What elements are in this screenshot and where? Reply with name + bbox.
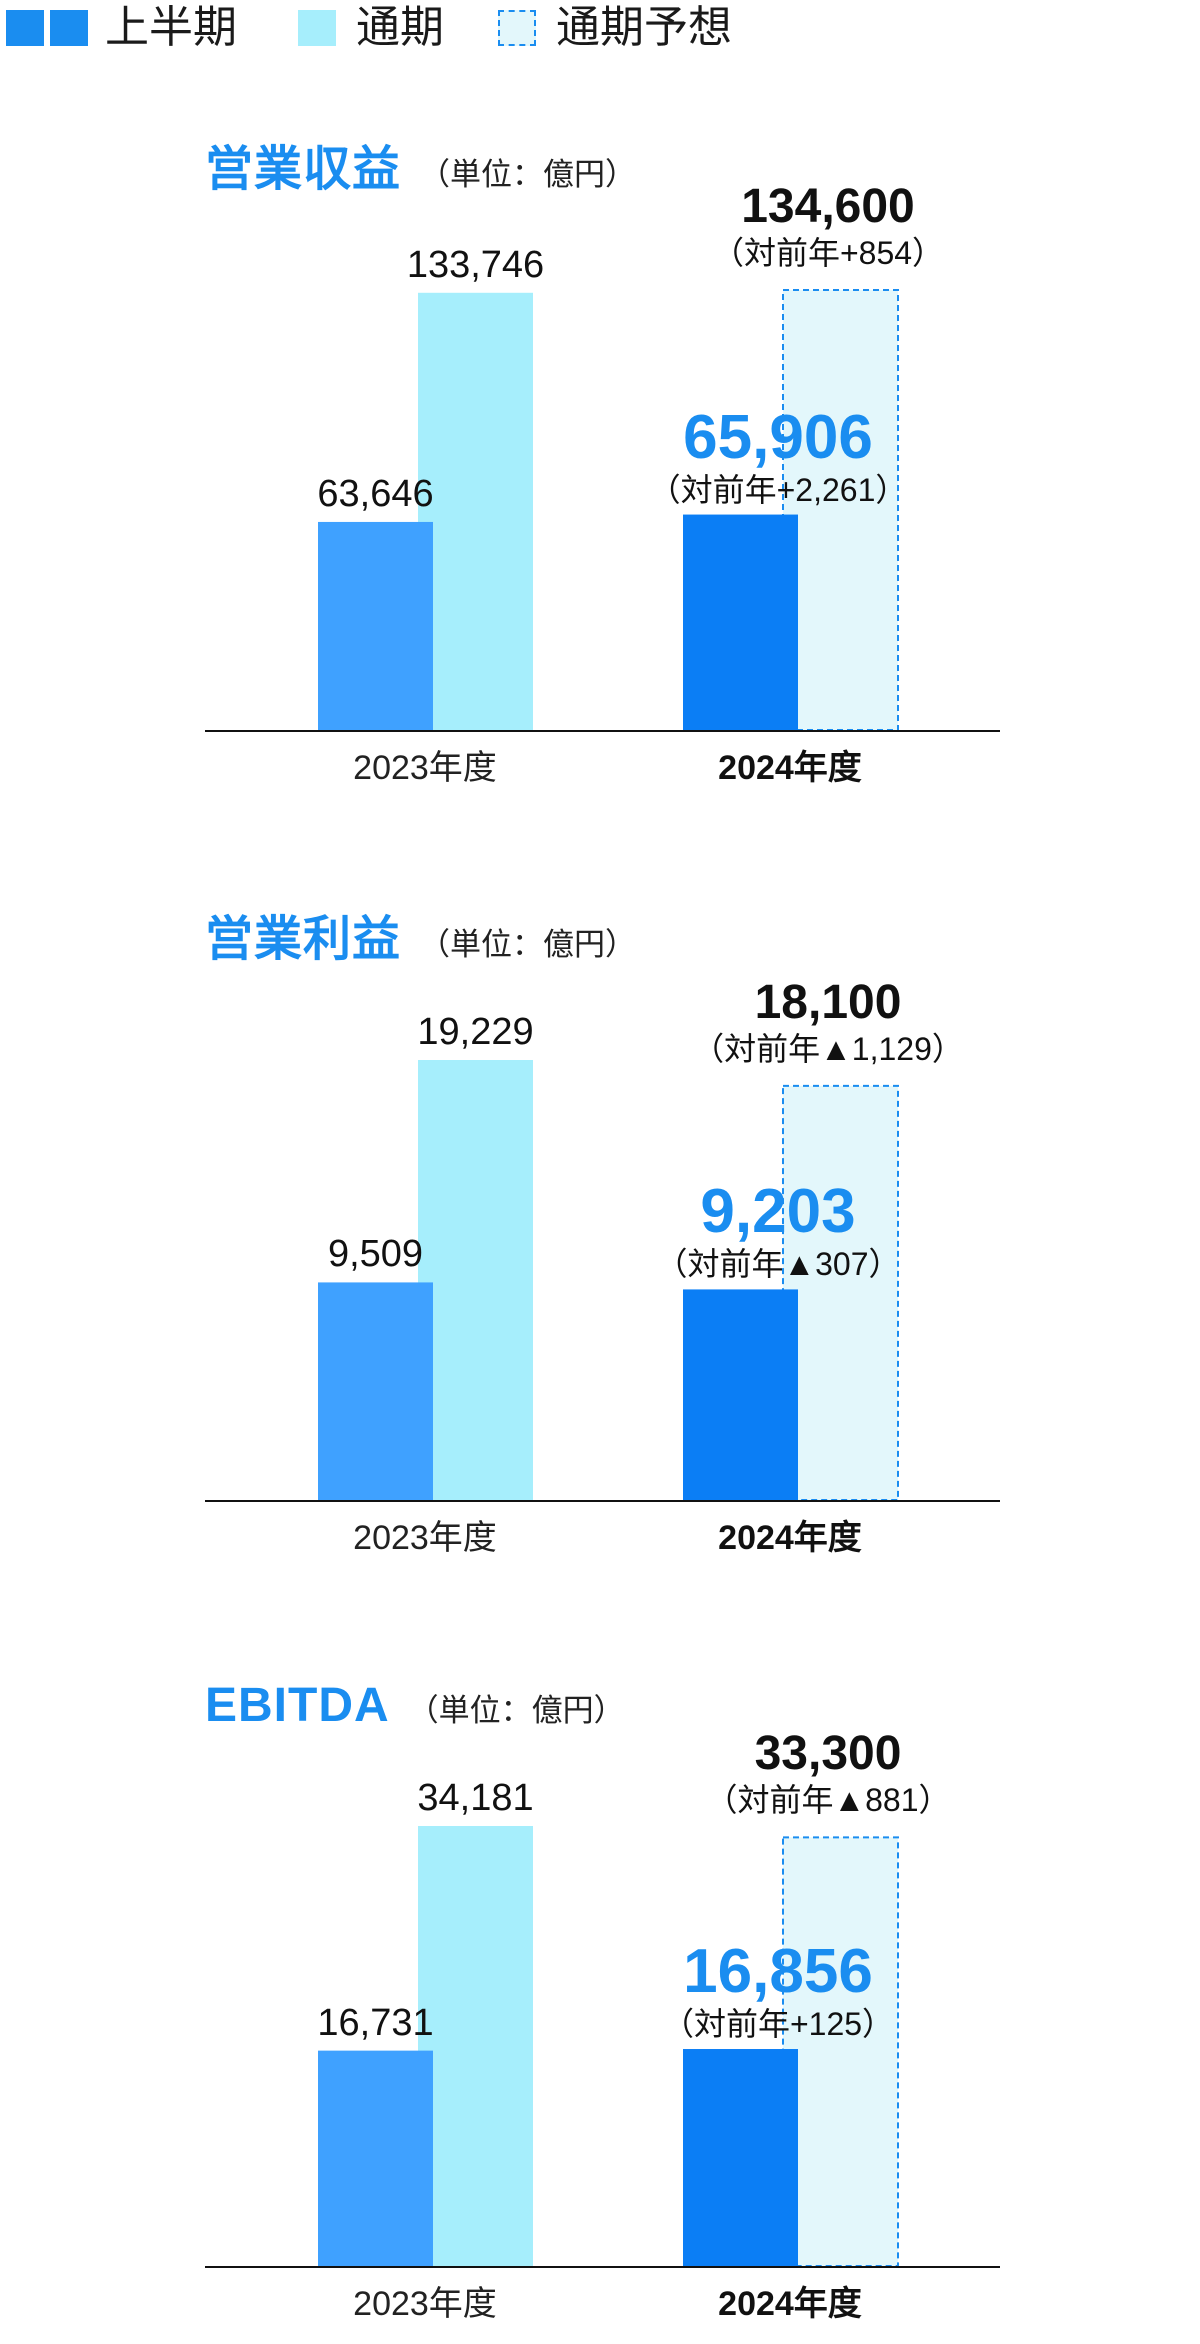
- value-label-2023-full-year: 19,229: [417, 1011, 534, 1053]
- chart-title: 営業利益 （単位：億円）: [205, 910, 636, 981]
- chart-operating-profit: 営業利益 （単位：億円） 2023年度 2024年度 19,229 9,509 18,10…: [0, 910, 1200, 1570]
- bar-2023-full-year: [418, 1826, 533, 2266]
- bar-2024-forecast: [782, 1836, 899, 2268]
- x-tick-label: 2023年度: [353, 749, 497, 787]
- bar-2024-forecast: [782, 289, 899, 731]
- value-label-2024-first-half: 16,856: [683, 1937, 873, 2007]
- value-label-2023-first-half: 9,509: [327, 1233, 424, 1276]
- value-label-2023-full-year: 133,746: [406, 243, 545, 286]
- diff-label-2024-forecast: （対前年▲1,129）: [692, 1030, 964, 1067]
- chart-title-text: EBITDA: [205, 1679, 390, 1732]
- value-label-2023-first-half: 16,731: [317, 2001, 434, 2044]
- value-label-2024-first-half: 9,203: [700, 1177, 856, 1247]
- bar-2023-first-half: [318, 2050, 433, 2266]
- bar-2024-forecast: [782, 1084, 899, 1501]
- value-label-2024-first-half: 65,906: [683, 402, 873, 472]
- bar-2024-first-half: [683, 514, 798, 730]
- bar-2023-first-half: [318, 521, 433, 730]
- chart-title: 営業収益 （単位：億円）: [205, 140, 636, 211]
- chart-unit: （単位：億円）: [407, 1693, 625, 1728]
- legend-label: 通期: [356, 3, 444, 52]
- chart-unit: （単位：億円）: [419, 927, 637, 962]
- diff-label-2024-forecast: （対前年+854）: [711, 235, 945, 271]
- diff-label-2024-forecast: （対前年▲881）: [705, 1782, 951, 1819]
- x-tick-label: 2023年度: [353, 1519, 497, 1557]
- x-tick-label: 2023年度: [353, 2285, 497, 2323]
- value-label-2024-forecast: 134,600: [741, 180, 915, 233]
- diff-label-2024-first-half: （対前年▲307）: [655, 1246, 901, 1283]
- chart-title-text: 営業収益: [205, 143, 402, 196]
- legend-label: 通期予想: [556, 3, 732, 52]
- chart-title: EBITDA （単位：億円）: [205, 1676, 625, 1747]
- chart-plot: [205, 289, 1000, 732]
- diff-label-2024-first-half: （対前年+2,261）: [648, 471, 908, 508]
- bar-2023-full-year: [418, 292, 533, 730]
- legend-swatch-forecast: [498, 10, 536, 46]
- x-tick-label: 2024年度: [718, 749, 862, 787]
- legend-swatch-full-year: [298, 10, 336, 46]
- chart-unit: （単位：億円）: [419, 157, 637, 192]
- bar-2024-first-half: [683, 1289, 798, 1500]
- bar-2023-full-year: [418, 1060, 533, 1500]
- legend-label: 上半期: [105, 3, 237, 52]
- chart-plot: [205, 1060, 1000, 1502]
- value-label-2023-first-half: 63,646: [317, 472, 434, 515]
- x-tick-label: 2024年度: [718, 2285, 862, 2323]
- value-label-2024-forecast: 33,300: [754, 1727, 902, 1781]
- value-label-2024-forecast: 18,100: [754, 975, 902, 1029]
- x-tick-label: 2024年度: [718, 1519, 862, 1557]
- bar-2023-first-half: [318, 1282, 433, 1500]
- chart-ebitda: EBITDA （単位：億円） 2023年度 2024年度 34,181 16,731 33…: [0, 1676, 1200, 2336]
- chart-title-text: 営業利益: [205, 913, 402, 966]
- diff-label-2024-first-half: （対前年+125）: [661, 2006, 895, 2043]
- chart-operating-revenue: 営業収益 （単位：億円） 2023年度 2024年度 133,746 63,646 134…: [0, 140, 1200, 800]
- chart-plot: [205, 1826, 1000, 2268]
- value-label-2023-full-year: 34,181: [417, 1777, 534, 1819]
- bar-2024-first-half: [683, 2049, 798, 2266]
- legend: 上半期 通期 通期予想: [0, 0, 1200, 60]
